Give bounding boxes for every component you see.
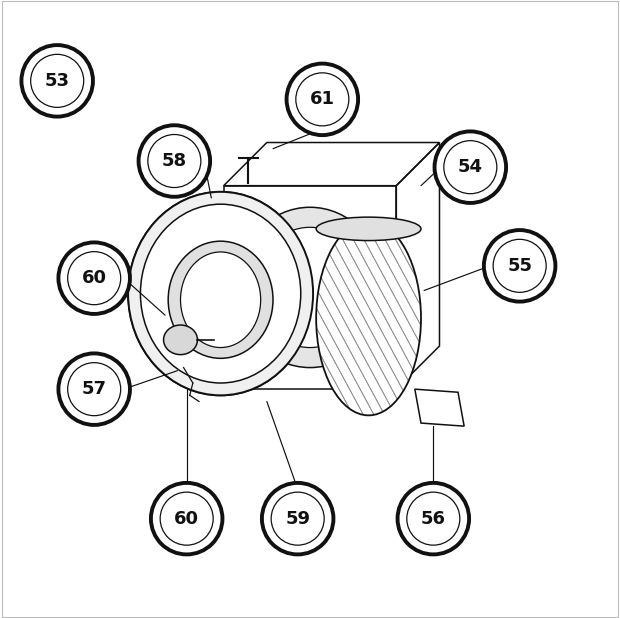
Ellipse shape: [164, 325, 197, 355]
Ellipse shape: [128, 192, 313, 396]
Circle shape: [68, 252, 121, 305]
Ellipse shape: [128, 192, 313, 396]
Text: 61: 61: [310, 90, 335, 108]
Circle shape: [30, 54, 84, 108]
Circle shape: [262, 483, 334, 554]
Ellipse shape: [141, 204, 301, 383]
Circle shape: [286, 64, 358, 135]
Text: 59: 59: [285, 510, 310, 528]
Ellipse shape: [168, 241, 273, 358]
Text: 57: 57: [82, 380, 107, 398]
Circle shape: [435, 132, 506, 203]
Circle shape: [396, 481, 471, 556]
Ellipse shape: [316, 217, 421, 240]
Circle shape: [444, 141, 497, 193]
Circle shape: [407, 492, 460, 545]
Ellipse shape: [168, 241, 273, 358]
Ellipse shape: [254, 227, 366, 347]
Ellipse shape: [141, 204, 301, 383]
Circle shape: [138, 124, 211, 198]
Circle shape: [260, 481, 335, 556]
Text: 53: 53: [45, 72, 69, 90]
Circle shape: [160, 492, 213, 545]
Circle shape: [22, 45, 93, 117]
Circle shape: [68, 363, 121, 416]
Circle shape: [58, 353, 130, 425]
Circle shape: [58, 242, 130, 314]
Text: 58: 58: [162, 152, 187, 170]
Circle shape: [484, 230, 556, 302]
Circle shape: [433, 130, 507, 204]
Text: 56: 56: [421, 510, 446, 528]
Circle shape: [397, 483, 469, 554]
Ellipse shape: [180, 252, 260, 347]
Text: 60: 60: [174, 510, 199, 528]
Ellipse shape: [236, 207, 384, 368]
Circle shape: [57, 352, 131, 426]
Circle shape: [57, 241, 131, 315]
Circle shape: [149, 481, 224, 556]
Circle shape: [285, 62, 360, 137]
Circle shape: [139, 125, 210, 197]
Circle shape: [151, 483, 223, 554]
Circle shape: [296, 73, 349, 126]
Text: 54: 54: [458, 158, 483, 176]
Circle shape: [20, 44, 94, 118]
Text: 60: 60: [82, 269, 107, 287]
Ellipse shape: [180, 252, 260, 347]
Circle shape: [493, 239, 546, 292]
Circle shape: [482, 229, 557, 303]
Circle shape: [148, 135, 201, 187]
Text: 55: 55: [507, 257, 532, 275]
Ellipse shape: [316, 221, 421, 415]
Circle shape: [271, 492, 324, 545]
Text: eReplacementParts.com: eReplacementParts.com: [242, 307, 378, 317]
